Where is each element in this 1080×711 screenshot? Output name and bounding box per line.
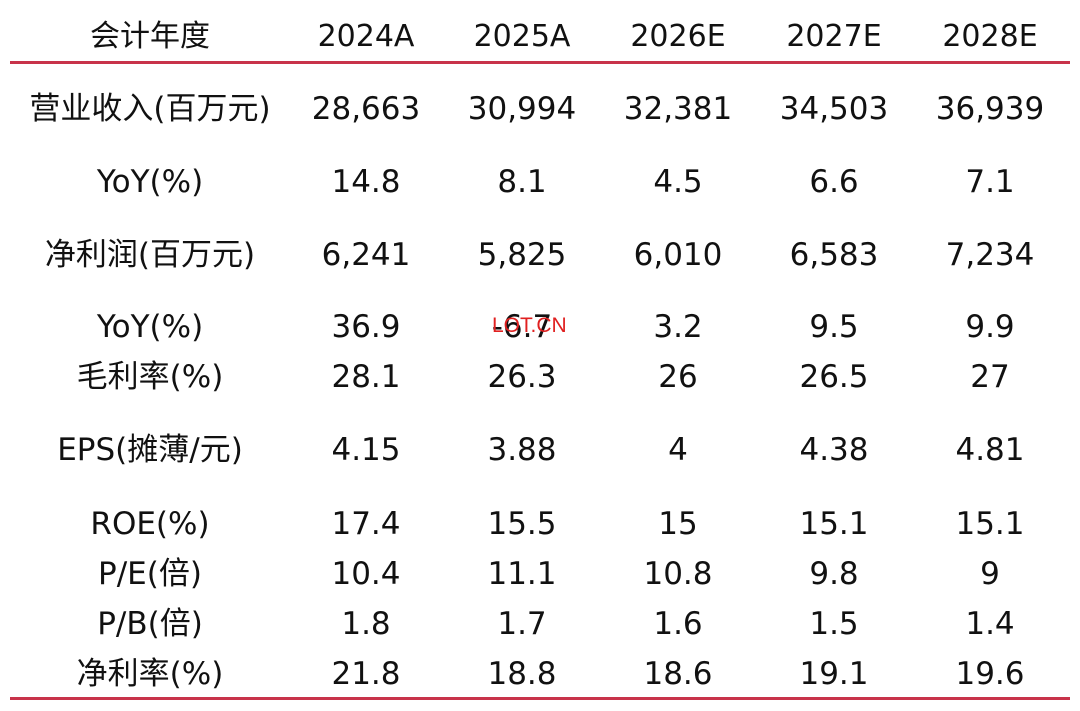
- table-row-revenue: 营业收入(百万元) 28,663 30,994 32,381 34,503 36…: [0, 85, 1080, 133]
- table-cell: 9.9: [965, 309, 1015, 345]
- row-label: 净利率(%): [76, 656, 224, 692]
- table-cell: 26: [658, 359, 698, 395]
- table-cell: 15.5: [487, 506, 557, 542]
- table-row-roe: ROE(%) 17.4 15.5 15 15.1 15.1: [0, 500, 1080, 548]
- header-cell-2024a: 2024A: [317, 19, 415, 54]
- table-cell: 5,825: [477, 237, 567, 273]
- table-cell: 15.1: [799, 506, 869, 542]
- header-cell-2025a: 2025A: [473, 19, 571, 54]
- table-row-net-margin: 净利率(%) 21.8 18.8 18.6 19.1 19.6: [0, 650, 1080, 698]
- table-cell: 14.8: [331, 164, 401, 200]
- header-cell-fiscal-year: 会计年度: [90, 19, 210, 54]
- table-cell: 1.5: [809, 606, 859, 642]
- table-cell: 30,994: [467, 91, 577, 127]
- table-cell: 26.5: [799, 359, 869, 395]
- row-label: ROE(%): [90, 506, 210, 542]
- table-cell: 1.4: [965, 606, 1015, 642]
- table-cell: 9.8: [809, 556, 859, 592]
- table-row-revenue-yoy: YoY(%) 14.8 8.1 4.5 6.6 7.1: [0, 158, 1080, 206]
- table-row-pb: P/B(倍) 1.8 1.7 1.6 1.5 1.4: [0, 600, 1080, 648]
- row-label: YoY(%): [96, 164, 204, 200]
- table-cell: 26.3: [487, 359, 557, 395]
- table-cell: 27: [970, 359, 1010, 395]
- table-cell: 6,010: [633, 237, 723, 273]
- table-cell: 7,234: [945, 237, 1035, 273]
- table-cell: 19.6: [955, 656, 1025, 692]
- table-row-pe: P/E(倍) 10.4 11.1 10.8 9.8 9: [0, 550, 1080, 598]
- table-cell: 8.1: [497, 164, 547, 200]
- row-label: P/E(倍): [98, 556, 202, 592]
- table-cell: 9: [980, 556, 1000, 592]
- table-cell: 15.1: [955, 506, 1025, 542]
- table-cell: 3.88: [487, 432, 557, 468]
- table-cell: 1.6: [653, 606, 703, 642]
- table-cell: 19.1: [799, 656, 869, 692]
- table-cell: 15: [658, 506, 698, 542]
- table-row-net-profit: 净利润(百万元) 6,241 5,825 6,010 6,583 7,234: [0, 231, 1080, 279]
- table-cell: 28,663: [311, 91, 421, 127]
- watermark-text: LOT.CN: [492, 314, 567, 337]
- table-cell: 10.4: [331, 556, 401, 592]
- table-cell: 34,503: [779, 91, 889, 127]
- table-cell: 1.8: [341, 606, 391, 642]
- table-cell: 36.9: [331, 309, 401, 345]
- table-cell: 9.5: [809, 309, 859, 345]
- table-cell: 11.1: [487, 556, 557, 592]
- table-cell: 17.4: [331, 506, 401, 542]
- table-row-eps: EPS(摊薄/元) 4.15 3.88 4 4.38 4.81: [0, 426, 1080, 474]
- table-cell: 36,939: [935, 91, 1045, 127]
- table-cell: 21.8: [331, 656, 401, 692]
- header-cell-2028e: 2028E: [942, 19, 1038, 54]
- bottom-divider: [10, 697, 1070, 700]
- table-cell: 7.1: [965, 164, 1015, 200]
- table-row-gross-margin: 毛利率(%) 28.1 26.3 26 26.5 27: [0, 353, 1080, 401]
- table-cell: 18.6: [643, 656, 713, 692]
- table-cell: 1.7: [497, 606, 547, 642]
- header-cell-2026e: 2026E: [630, 19, 726, 54]
- table-cell: 6.6: [809, 164, 859, 200]
- table-cell: 4.5: [653, 164, 703, 200]
- table-cell: 4: [668, 432, 688, 468]
- table-cell: 10.8: [643, 556, 713, 592]
- row-label: 净利润(百万元): [44, 237, 256, 273]
- table-cell: 3.2: [653, 309, 703, 345]
- row-label: P/B(倍): [97, 606, 203, 642]
- table-header-row: 会计年度 2024A 2025A 2026E 2027E 2028E: [0, 13, 1080, 61]
- row-label: EPS(摊薄/元): [57, 432, 243, 468]
- header-divider: [10, 61, 1070, 64]
- table-cell: 4.81: [955, 432, 1025, 468]
- row-label: 毛利率(%): [76, 359, 224, 395]
- table-cell: 18.8: [487, 656, 557, 692]
- table-cell: 32,381: [623, 91, 733, 127]
- table-cell: 6,241: [321, 237, 411, 273]
- table-cell: 4.38: [799, 432, 869, 468]
- table-cell: 6,583: [789, 237, 879, 273]
- row-label: YoY(%): [96, 309, 204, 345]
- table-cell: -6.7: [491, 309, 553, 345]
- table-cell: 4.15: [331, 432, 401, 468]
- table-row-net-profit-yoy: YoY(%) 36.9 -6.7 3.2 9.5 9.9: [0, 303, 1080, 351]
- row-label: 营业收入(百万元): [29, 91, 271, 127]
- table-cell: 28.1: [331, 359, 401, 395]
- header-cell-2027e: 2027E: [786, 19, 882, 54]
